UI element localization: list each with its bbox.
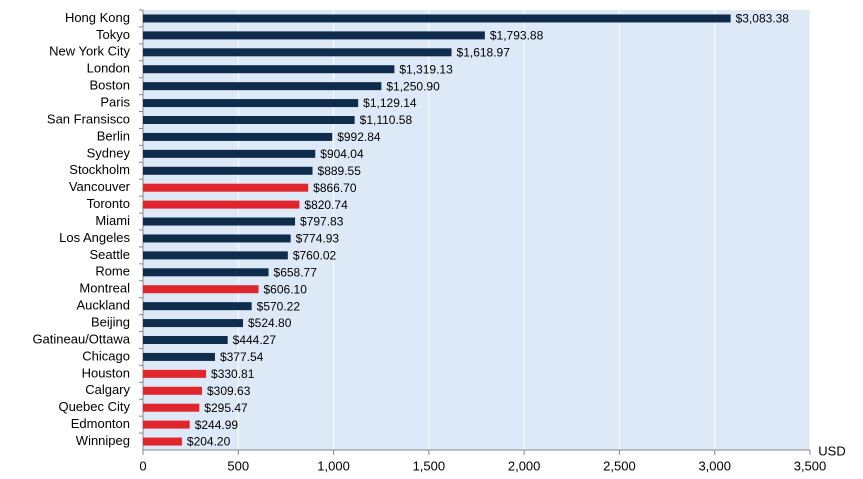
y-tick-label: Auckland xyxy=(77,298,130,313)
data-label: $904.04 xyxy=(320,147,364,161)
y-tick-label: Miami xyxy=(95,213,130,228)
data-label: $760.02 xyxy=(293,249,337,263)
data-label: $774.93 xyxy=(296,232,340,246)
y-tick-label: Sydney xyxy=(87,145,131,160)
x-tick-label: 500 xyxy=(227,458,249,473)
data-label: $524.80 xyxy=(248,316,292,330)
data-label: $1,319.13 xyxy=(399,62,453,76)
bar xyxy=(143,437,182,446)
bar xyxy=(143,403,200,412)
y-tick-label: Chicago xyxy=(82,348,130,363)
data-label: $295.47 xyxy=(204,401,248,415)
y-tick-label: Boston xyxy=(90,78,130,93)
bar xyxy=(143,149,316,158)
y-tick-label: Rome xyxy=(95,264,130,279)
y-tick-label: San Fransisco xyxy=(47,111,130,126)
y-tick-label: Gatineau/Ottawa xyxy=(32,331,130,346)
data-label: $3,083.38 xyxy=(736,12,790,26)
y-tick-label: Paris xyxy=(100,95,130,110)
data-label: $1,250.90 xyxy=(386,79,440,93)
y-tick-label: London xyxy=(87,61,130,76)
data-label: $820.74 xyxy=(304,198,348,212)
data-label: $1,793.88 xyxy=(490,29,544,43)
data-label: $1,618.97 xyxy=(457,45,511,59)
bar xyxy=(143,99,359,108)
bar xyxy=(143,268,269,277)
bar xyxy=(143,217,296,226)
bar xyxy=(143,82,382,91)
x-tick-label: 0 xyxy=(139,458,146,473)
x-axis-label: USD xyxy=(818,443,845,458)
y-tick-label: Toronto xyxy=(87,196,130,211)
bar xyxy=(143,116,355,124)
bar xyxy=(143,183,309,192)
x-tick-label: 1,000 xyxy=(317,458,350,473)
bar xyxy=(143,319,244,328)
data-label: $606.10 xyxy=(264,282,308,296)
data-label: $889.55 xyxy=(318,164,362,178)
y-tick-label: Stockholm xyxy=(69,162,130,177)
bar xyxy=(143,31,485,40)
bar xyxy=(143,234,291,243)
data-label: $797.83 xyxy=(300,215,344,229)
bar xyxy=(143,386,203,395)
y-tick-label: Winnipeg xyxy=(76,433,130,448)
bar xyxy=(143,302,252,311)
bar xyxy=(143,200,300,209)
data-label: $204.20 xyxy=(187,435,231,449)
bar xyxy=(143,251,288,260)
y-tick-label: Tokyo xyxy=(96,27,130,42)
data-label: $444.27 xyxy=(233,333,277,347)
y-tick-label: Seattle xyxy=(90,247,130,262)
y-tick-label: Edmonton xyxy=(71,416,130,431)
x-tick-label: 2,500 xyxy=(603,458,636,473)
x-tick-label: 3,500 xyxy=(794,458,827,473)
y-tick-label: Houston xyxy=(82,365,130,380)
x-tick-label: 1,500 xyxy=(413,458,446,473)
bar xyxy=(143,14,731,23)
y-tick-label: Berlin xyxy=(97,128,130,143)
bar xyxy=(143,65,395,74)
data-label: $309.63 xyxy=(207,384,251,398)
y-tick-label: Vancouver xyxy=(69,179,131,194)
bar xyxy=(143,166,313,175)
y-tick-label: New York City xyxy=(49,44,130,59)
y-tick-label: Los Angeles xyxy=(59,230,130,245)
data-label: $992.84 xyxy=(337,130,381,144)
bar xyxy=(143,369,207,378)
bar xyxy=(143,48,452,57)
bar xyxy=(143,285,259,294)
data-label: $1,129.14 xyxy=(363,96,417,110)
data-label: $658.77 xyxy=(274,265,318,279)
data-label: $570.22 xyxy=(257,299,301,313)
bar xyxy=(143,336,228,344)
y-tick-label: Montreal xyxy=(79,281,130,296)
bar xyxy=(143,132,333,141)
bar xyxy=(143,352,215,361)
y-tick-label: Calgary xyxy=(85,382,130,397)
y-tick-label: Hong Kong xyxy=(65,10,130,25)
y-tick-label: Quebec City xyxy=(58,399,130,414)
bar xyxy=(143,420,190,429)
x-tick-label: 2,000 xyxy=(508,458,541,473)
data-label: $1,110.58 xyxy=(360,113,413,127)
y-tick-label: Beijing xyxy=(91,315,130,330)
data-label: $244.99 xyxy=(195,418,239,432)
data-label: $866.70 xyxy=(313,181,357,195)
data-label: $330.81 xyxy=(211,367,255,381)
x-tick-label: 3,000 xyxy=(698,458,731,473)
data-label: $377.54 xyxy=(220,350,264,364)
